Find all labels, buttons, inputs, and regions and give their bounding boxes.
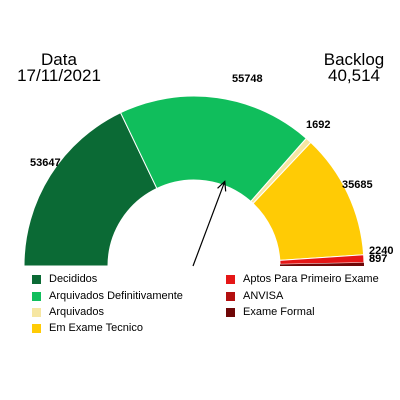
backlog-title: Backlog bbox=[323, 50, 385, 69]
value-label-anvisa: 8 bbox=[369, 253, 375, 265]
slice-decididos bbox=[23, 112, 158, 267]
value-label-decididos: 53647 bbox=[30, 157, 61, 169]
pointer-head bbox=[217, 180, 227, 192]
slice-aptos-para-primeiro-exame bbox=[279, 254, 365, 265]
date-title: Data bbox=[41, 50, 77, 69]
date-block: Data 17/11/2021 bbox=[10, 50, 108, 85]
backlog-value: 40,514 bbox=[328, 66, 380, 85]
value-label-exame-formal: 897 bbox=[369, 253, 387, 265]
pointer-shaft bbox=[192, 181, 226, 267]
value-label-arquivados: 1692 bbox=[306, 119, 330, 131]
value-label-em-exame-tecnico: 35685 bbox=[342, 179, 373, 191]
slice-anvisa bbox=[279, 262, 364, 265]
slice-arquivados-definitivamente bbox=[119, 95, 308, 203]
gauge-slices bbox=[23, 95, 365, 267]
slice-exame-formal bbox=[279, 262, 364, 266]
gauge-pointer bbox=[192, 180, 227, 267]
backlog-block: Backlog 40,514 bbox=[312, 50, 396, 85]
value-label-aptos-para-primeiro-exame: 2240 bbox=[369, 245, 393, 257]
date-value: 17/11/2021 bbox=[17, 66, 101, 85]
value-label-arquivados-definitivamente: 55748 bbox=[232, 73, 263, 85]
